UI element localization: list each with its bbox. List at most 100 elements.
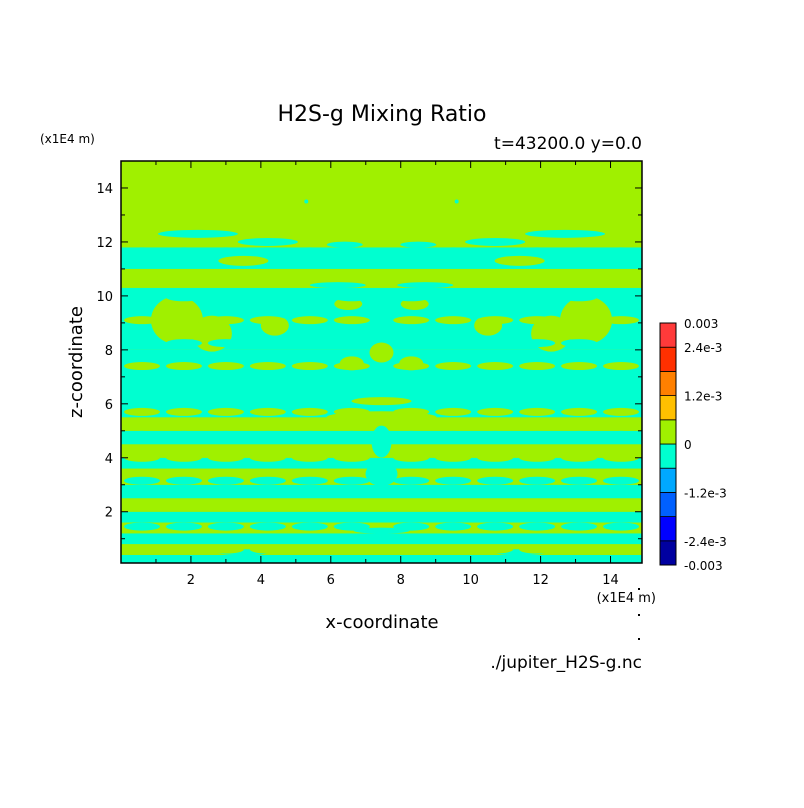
contour-wave [165,339,202,348]
scale-marker [638,638,640,640]
contour-wave [435,545,472,554]
contour-blob [369,342,394,363]
contour-blob [365,461,398,486]
contour-wave [477,430,514,439]
contour-wave [333,545,370,554]
contour-wave [603,430,640,439]
contour-wave [477,316,514,325]
contour-wave [249,522,286,531]
y-axis-label: z-coordinate [66,306,87,418]
contour-wave [435,476,472,485]
contour-wave [477,499,514,508]
contour-wave [603,270,640,279]
contour-wave [291,407,328,416]
contour-wave [603,453,640,462]
contour-wave [333,522,370,531]
contour-wave [561,316,598,325]
contour-wave [123,476,160,485]
contour-wave [165,270,202,279]
contour-wave [393,545,430,554]
contour-wave [333,362,370,371]
x-tick-label: 12 [532,573,549,588]
y-scale-note: (x1E4 m) [40,132,95,146]
contour-wave [333,316,370,325]
scale-marker [638,614,640,616]
contour-wave [477,453,514,462]
contour-wave [207,476,244,485]
contour-wave [435,316,472,325]
contour-wave [165,499,202,508]
x-axis: 2 4 6 8 10 12 14 [155,161,619,588]
contour-wave [123,407,160,416]
colorbar: -0.003 -2.4e-3 -1.2e-3 0 1.2e-3 2.4e-3 0.003 [659,317,727,573]
contour-wave [603,407,640,416]
contour-blob [304,199,309,204]
contour-wave [165,453,202,462]
contour-wave [435,499,472,508]
contour-wave [291,384,328,393]
contour-blob [371,425,392,458]
x-tick-label: 14 [602,573,619,588]
contour-wave [435,522,472,531]
contour-wave [561,407,598,416]
colorbar-segment [659,395,677,421]
y-tick-label: 12 [96,236,113,251]
contour-wave [477,545,514,554]
contour-band [121,554,642,563]
contour-wave [249,453,286,462]
contour-wave [333,293,370,302]
contour-wave [207,453,244,462]
contour-wave [519,316,556,325]
contour-blob [218,255,269,266]
contour-blob [353,527,410,534]
contour-wave [291,499,328,508]
contour-wave [561,545,598,554]
contour-wave [477,476,514,485]
contour-wave [519,453,556,462]
contour-wave [519,476,556,485]
contour-wave [249,247,286,256]
contour-wave [291,453,328,462]
contour-wave [291,247,328,256]
y-tick-label: 2 [105,506,113,521]
contour-wave [477,339,514,348]
colorbar-label: -2.4e-3 [684,535,727,549]
contour-wave [561,339,598,348]
x-scale-note: (x1E4 m) [597,591,656,606]
contour-wave [249,407,286,416]
contour-wave [477,247,514,256]
contour-wave [333,430,370,439]
contour-wave [207,522,244,531]
contour-blob [157,229,238,238]
x-tick-label: 10 [462,573,479,588]
contour-wave [603,316,640,325]
colorbar-label: 1.2e-3 [684,390,722,404]
contour-wave [603,293,640,302]
contour-wave [393,339,430,348]
plot-area [121,161,642,563]
contour-wave [393,430,430,439]
contour-wave [333,339,370,348]
contour-wave [519,499,556,508]
contour-wave [123,316,160,325]
contour-wave [333,453,370,462]
contour-wave [519,270,556,279]
contour-wave [291,316,328,325]
contour-wave [435,293,472,302]
colorbar-frame [659,322,677,566]
contour-wave [207,384,244,393]
contour-wave [165,316,202,325]
contour-wave [123,362,160,371]
y-tick-label: 4 [105,452,113,467]
contour-wave [477,293,514,302]
contour-wave [393,499,430,508]
contour-blob [465,237,526,246]
colorbar-segment [659,516,677,542]
contour-blob [359,249,404,256]
contour-blob [326,241,363,248]
contour-wave [435,339,472,348]
contour-wave [519,293,556,302]
contour-wave [393,453,430,462]
scale-marker [638,588,640,590]
